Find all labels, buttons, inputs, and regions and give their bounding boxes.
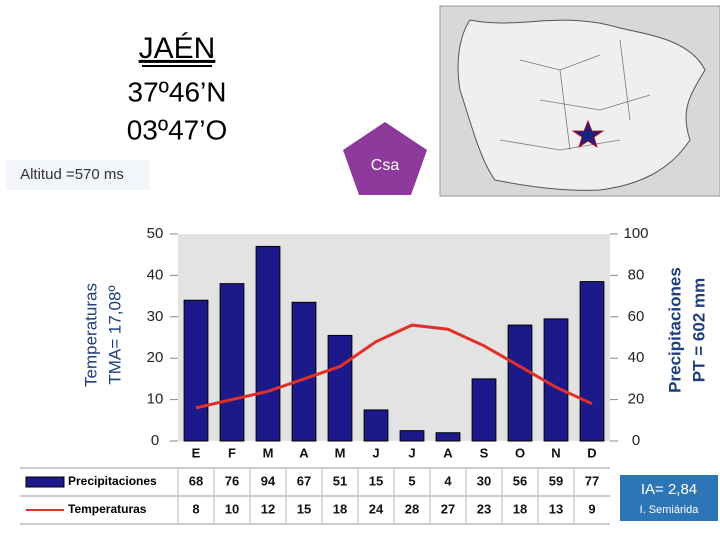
bar xyxy=(255,245,281,442)
bar xyxy=(507,324,533,442)
y-tick-label: 40 xyxy=(147,266,164,283)
table-cell: 24 xyxy=(369,501,384,516)
table-cell: 68 xyxy=(189,473,203,488)
y-tick-label: 0 xyxy=(151,432,159,449)
y2-axis-title: PT = 602 mm xyxy=(689,278,708,382)
y-tick-label: 10 xyxy=(147,391,164,408)
bar xyxy=(435,432,461,442)
legend-label: Temperaturas xyxy=(68,502,147,516)
table-cell: 28 xyxy=(405,501,419,516)
city-title: JAÉN xyxy=(139,32,216,65)
legend-label: Precipitaciones xyxy=(68,474,157,488)
table-cell: 77 xyxy=(585,473,599,488)
temperature-line xyxy=(195,323,593,410)
latitude: 37º46’N xyxy=(128,76,227,107)
y-tick-label: 20 xyxy=(147,349,164,366)
y2-tick-label: 60 xyxy=(628,308,645,325)
longitude: 03º47’O xyxy=(127,114,228,145)
bar xyxy=(399,430,425,442)
bar xyxy=(471,378,497,442)
table-cell: 76 xyxy=(225,473,239,488)
y2-tick-label: 40 xyxy=(628,349,645,366)
table-cell: 59 xyxy=(549,473,563,488)
map xyxy=(439,5,720,197)
table-cell: 27 xyxy=(441,501,455,516)
y2-tick-label: 100 xyxy=(623,225,648,242)
x-tick-label: S xyxy=(480,445,489,460)
index-box xyxy=(620,475,718,521)
y2-tick-label: 0 xyxy=(632,432,640,449)
bar xyxy=(183,299,209,442)
table-cell: 15 xyxy=(297,501,311,516)
x-tick-label: J xyxy=(372,445,379,460)
table-cell: 5 xyxy=(408,473,415,488)
altitude: Altitud =570 ms xyxy=(20,166,124,183)
table-cell: 18 xyxy=(333,501,347,516)
bar xyxy=(363,409,389,442)
bar xyxy=(219,283,245,442)
y-axis-title: TMA= 17,08º xyxy=(105,285,124,384)
table-cell: 13 xyxy=(549,501,563,516)
climate-pentagon xyxy=(343,122,427,195)
altitude-box xyxy=(6,160,150,190)
bar xyxy=(543,318,569,442)
table-cell: 10 xyxy=(225,501,239,516)
bar xyxy=(579,281,605,442)
climate-code: Csa xyxy=(371,157,400,174)
table-cell: 30 xyxy=(477,473,491,488)
table-cell: 23 xyxy=(477,501,491,516)
y-tick-label: 50 xyxy=(147,225,164,242)
y2-tick-label: 20 xyxy=(628,391,645,408)
x-tick-label: D xyxy=(587,445,596,460)
table-cell: 18 xyxy=(513,501,527,516)
x-tick-label: J xyxy=(408,445,415,460)
table-cell: 67 xyxy=(297,473,311,488)
table-cell: 51 xyxy=(333,473,347,488)
plot-area xyxy=(178,234,610,441)
x-tick-label: F xyxy=(228,445,236,460)
table-cell: 9 xyxy=(588,501,595,516)
x-tick-label: O xyxy=(515,445,525,460)
x-tick-label: E xyxy=(192,445,201,460)
bar xyxy=(327,334,353,442)
x-tick-label: M xyxy=(263,445,274,460)
y2-tick-label: 80 xyxy=(628,266,645,283)
table-cell: 4 xyxy=(444,473,452,488)
aridity-index: IA= 2,84 xyxy=(641,481,697,498)
x-tick-label: M xyxy=(335,445,346,460)
table-cell: 12 xyxy=(261,501,275,516)
table-cell: 56 xyxy=(513,473,527,488)
legend-swatch xyxy=(25,476,65,488)
table-cell: 94 xyxy=(261,473,276,488)
x-tick-label: A xyxy=(443,445,453,460)
y-axis-title: Temperaturas xyxy=(81,283,100,387)
table-cell: 8 xyxy=(192,501,199,516)
aridity-label: I. Semiárida xyxy=(640,504,700,516)
bar xyxy=(291,301,317,442)
x-tick-label: N xyxy=(551,445,560,460)
table-cell: 15 xyxy=(369,473,383,488)
climograph: 0 10 20 30 40 50 0 20 40 60 80 100 Temperaturas TMA= … xyxy=(20,225,708,525)
x-tick-label: A xyxy=(299,445,309,460)
y2-axis-title: Precipitaciones xyxy=(665,267,684,393)
y-tick-label: 30 xyxy=(147,308,164,325)
